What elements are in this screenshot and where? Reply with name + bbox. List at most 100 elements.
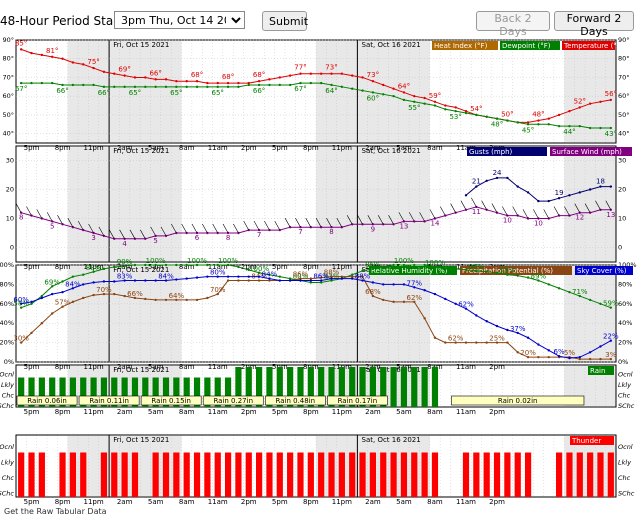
wind-point bbox=[71, 226, 75, 229]
raw-data-link[interactable]: Get the Raw Tabular Data bbox=[4, 507, 107, 516]
y-category-label: SChc bbox=[0, 489, 14, 497]
rain-bar bbox=[338, 367, 345, 407]
sky-point bbox=[454, 302, 457, 305]
y-category-label: Chc bbox=[618, 391, 631, 399]
legend-swatch bbox=[570, 436, 614, 445]
sky-point bbox=[371, 281, 375, 284]
rain-bar bbox=[390, 367, 397, 407]
dewpoint-point bbox=[19, 81, 23, 85]
period-select[interactable]: 3pm Thu, Oct 14 2021 bbox=[114, 11, 245, 29]
temperature-point bbox=[423, 96, 426, 100]
sky-point bbox=[51, 292, 54, 296]
sky-point bbox=[402, 283, 406, 286]
humidity-data-label: 100% bbox=[187, 257, 207, 265]
thunder-bar bbox=[69, 452, 76, 497]
temperature-point bbox=[464, 109, 468, 113]
precip-point bbox=[330, 275, 333, 278]
panel-temp bbox=[15, 39, 617, 144]
wind-barb bbox=[222, 223, 229, 234]
dewpoint-data-label: 67° bbox=[15, 85, 27, 93]
rain-amount-box bbox=[264, 395, 326, 406]
dewpoint-point bbox=[433, 104, 437, 107]
y-tick-label: 30 bbox=[618, 157, 626, 165]
thunder-bar bbox=[587, 452, 594, 497]
wind-barb bbox=[160, 226, 167, 237]
thunder-bar bbox=[462, 452, 470, 497]
humidity-point bbox=[351, 273, 354, 276]
humidity-point bbox=[444, 267, 447, 271]
wind-barb bbox=[150, 226, 156, 237]
rain-amount-box bbox=[78, 395, 140, 406]
precip-line bbox=[20, 276, 611, 360]
humidity-point bbox=[51, 285, 54, 288]
thunder-bar bbox=[59, 452, 66, 497]
sky-point bbox=[578, 355, 581, 359]
precip-point bbox=[423, 317, 426, 320]
y-tick-label: 60° bbox=[618, 92, 630, 100]
y-tick-label: 20% bbox=[618, 339, 632, 347]
dewpoint-point bbox=[206, 85, 209, 89]
temperature-data-label: 75° bbox=[87, 58, 99, 66]
time-label: 2am bbox=[365, 144, 381, 152]
time-label: 5pm bbox=[24, 498, 40, 506]
sky-point bbox=[154, 279, 157, 282]
panel-border-rain bbox=[15, 364, 617, 408]
submit-button[interactable]: Submit bbox=[262, 11, 308, 31]
temperature-data-label: 68° bbox=[191, 71, 203, 79]
sky-line bbox=[21, 276, 612, 359]
time-label: 2pm bbox=[241, 144, 257, 152]
humidity-point bbox=[288, 277, 292, 280]
humidity-data-label: 86% bbox=[365, 261, 381, 269]
time-label: 8am bbox=[427, 498, 443, 506]
legend-entry: Thunder bbox=[571, 437, 601, 445]
wind-barb bbox=[336, 218, 343, 228]
temperature-data-label: 69° bbox=[118, 66, 130, 74]
humidity-point bbox=[71, 275, 75, 278]
y-category-label: Ocnl bbox=[0, 370, 14, 378]
forward-2-days-button[interactable]: Forward 2 Days bbox=[554, 11, 634, 38]
dewpoint-point bbox=[288, 83, 292, 87]
sky-data-label: 84% bbox=[262, 271, 278, 279]
time-label: 5am bbox=[396, 144, 412, 152]
dewpoint-data-label: 60° bbox=[367, 94, 379, 102]
dewpoint-point bbox=[309, 81, 313, 85]
temperature-point bbox=[154, 78, 157, 81]
dewpoint-point bbox=[351, 87, 354, 90]
humidity-point bbox=[475, 269, 478, 273]
sky-data-label: 62% bbox=[458, 301, 474, 309]
dewpoint-point bbox=[444, 108, 447, 111]
sky-data-label: 37% bbox=[510, 325, 526, 333]
precip-point bbox=[599, 357, 602, 361]
wind-barb bbox=[409, 212, 415, 222]
rain-amount-label: Rain 0.02in bbox=[498, 397, 538, 405]
gusts-point bbox=[568, 194, 571, 197]
humidity-point bbox=[247, 268, 250, 272]
precip-data-label: 25% bbox=[489, 335, 505, 343]
rain-bar bbox=[421, 367, 428, 407]
sky-point bbox=[413, 286, 416, 289]
time-label: 2am bbox=[365, 408, 381, 416]
temperature-point bbox=[82, 63, 85, 66]
sky-point bbox=[216, 275, 219, 278]
time-label: 11am bbox=[208, 263, 228, 271]
sky-point bbox=[19, 302, 23, 305]
back-2-days-button[interactable]: Back 2 Days bbox=[476, 11, 550, 38]
time-label: 5am bbox=[148, 498, 164, 506]
y-tick-label: 20 bbox=[6, 186, 14, 194]
wind-barb bbox=[77, 220, 84, 231]
temperature-point bbox=[30, 51, 33, 55]
rain-bar bbox=[111, 377, 118, 407]
wind-data-label: 10 bbox=[534, 220, 543, 228]
dewpoint-data-label: 48° bbox=[491, 121, 503, 129]
humidity-data-label: 71% bbox=[572, 288, 588, 296]
temperature-point bbox=[51, 55, 54, 59]
thunder-bar bbox=[318, 452, 325, 497]
thunder-bar bbox=[483, 452, 490, 497]
y-tick-label: 0 bbox=[10, 244, 14, 252]
y-category-label: Chc bbox=[618, 474, 631, 482]
wind-barb bbox=[233, 223, 239, 234]
rain-bar bbox=[349, 367, 356, 407]
wind-barb bbox=[440, 206, 446, 216]
rain-amount-label: Rain 0.15in bbox=[151, 397, 191, 405]
dewpoint-point bbox=[299, 81, 302, 85]
